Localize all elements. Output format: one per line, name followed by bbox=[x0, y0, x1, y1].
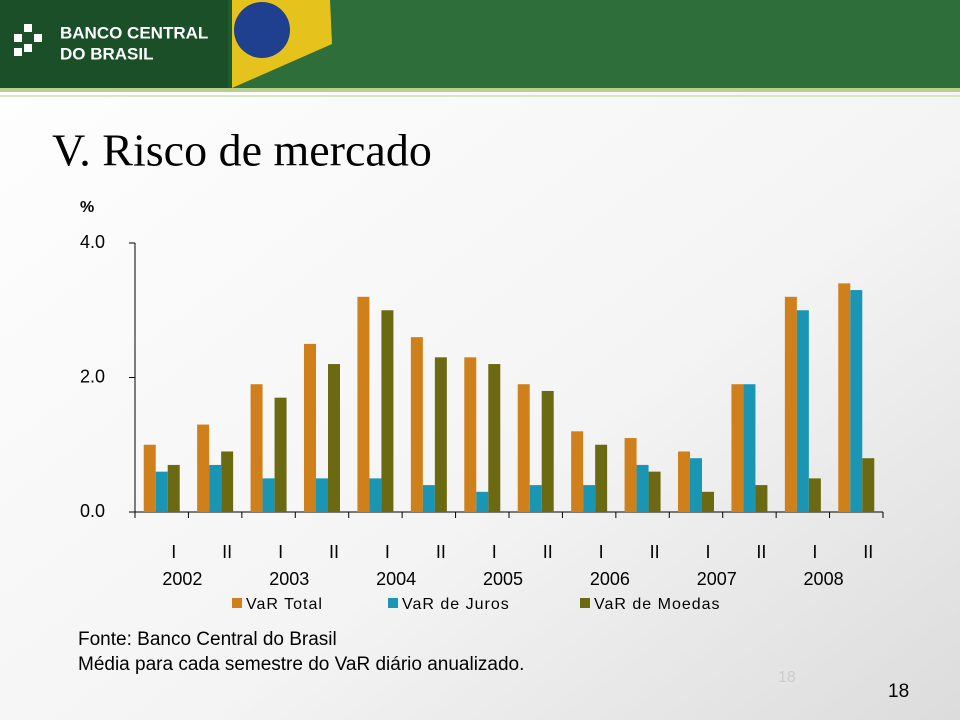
x-tick-label: II bbox=[329, 542, 339, 562]
x-tick-label: II bbox=[222, 542, 232, 562]
page-number-faint: 18 bbox=[778, 669, 796, 686]
legend-swatch bbox=[580, 598, 590, 608]
bar bbox=[262, 478, 275, 512]
bar bbox=[274, 397, 287, 512]
bar bbox=[167, 464, 180, 512]
bar bbox=[796, 310, 809, 512]
bar bbox=[381, 310, 394, 512]
logo-mark bbox=[14, 24, 42, 56]
flag-globe bbox=[234, 2, 290, 58]
bar bbox=[197, 424, 210, 512]
bar bbox=[636, 464, 649, 512]
x-tick-label: I bbox=[812, 542, 817, 562]
bar bbox=[595, 444, 608, 512]
bar bbox=[702, 491, 714, 512]
year-label: 2006 bbox=[590, 569, 630, 589]
logo-text: DO BRASIL bbox=[60, 44, 154, 63]
x-tick-label: I bbox=[278, 542, 283, 562]
bar bbox=[488, 364, 501, 512]
x-tick-label: II bbox=[863, 542, 873, 562]
bar bbox=[328, 364, 340, 512]
bar bbox=[624, 438, 637, 512]
x-tick-label: II bbox=[650, 542, 660, 562]
x-tick-label: II bbox=[543, 542, 553, 562]
bar bbox=[464, 357, 477, 512]
bar bbox=[143, 444, 156, 512]
x-tick-label: I bbox=[599, 542, 604, 562]
header-rule-2 bbox=[0, 95, 960, 97]
bar bbox=[571, 431, 584, 512]
bar bbox=[155, 471, 168, 512]
bar bbox=[583, 485, 596, 512]
bar bbox=[731, 384, 744, 512]
bar bbox=[862, 458, 875, 512]
x-tick-label: I bbox=[171, 542, 176, 562]
x-tick-label: II bbox=[756, 542, 766, 562]
year-label: 2007 bbox=[697, 569, 737, 589]
bar bbox=[476, 491, 489, 512]
bar bbox=[541, 390, 554, 512]
bar bbox=[529, 485, 542, 512]
legend-swatch bbox=[388, 598, 398, 608]
y-tick-label: 2.0 bbox=[80, 366, 105, 386]
legend-label: VaR Total bbox=[246, 596, 323, 613]
bar bbox=[838, 283, 851, 512]
bar bbox=[410, 337, 423, 512]
year-label: 2005 bbox=[483, 569, 523, 589]
legend-label: VaR de Juros bbox=[402, 596, 510, 613]
note: Média para cada semestre do VaR diário a… bbox=[78, 654, 524, 675]
slide-title: V. Risco de mercado bbox=[52, 125, 432, 176]
bar bbox=[221, 451, 234, 512]
bar bbox=[517, 384, 530, 512]
bar bbox=[422, 485, 435, 512]
bar bbox=[434, 357, 447, 512]
header-image bbox=[232, 0, 960, 88]
year-label: 2003 bbox=[269, 569, 309, 589]
bar bbox=[808, 478, 821, 512]
header-rule bbox=[0, 88, 960, 92]
x-tick-label: II bbox=[436, 542, 446, 562]
legend-label: VaR de Moedas bbox=[594, 596, 721, 613]
y-tick-label: 0.0 bbox=[80, 501, 105, 521]
legend-swatch bbox=[232, 598, 242, 608]
page-number: 18 bbox=[888, 681, 909, 702]
year-label: 2008 bbox=[804, 569, 844, 589]
bar bbox=[304, 343, 316, 512]
bar bbox=[690, 458, 702, 512]
bar bbox=[743, 384, 756, 512]
x-tick-label: I bbox=[385, 542, 390, 562]
bar bbox=[316, 478, 328, 512]
bar bbox=[755, 485, 768, 512]
bar bbox=[784, 296, 797, 512]
bar bbox=[369, 478, 382, 512]
bar bbox=[250, 384, 263, 512]
y-unit: % bbox=[80, 199, 94, 216]
y-tick-label: 4.0 bbox=[80, 232, 105, 252]
bar bbox=[357, 296, 370, 512]
bar bbox=[850, 290, 863, 512]
bar bbox=[209, 464, 222, 512]
x-tick-label: I bbox=[705, 542, 710, 562]
logo-text: BANCO CENTRAL bbox=[60, 23, 208, 42]
year-label: 2002 bbox=[162, 569, 202, 589]
logo-panel bbox=[0, 0, 228, 88]
bar bbox=[678, 451, 690, 512]
bar bbox=[648, 471, 661, 512]
x-tick-label: I bbox=[492, 542, 497, 562]
source: Fonte: Banco Central do Brasil bbox=[78, 629, 337, 650]
year-label: 2004 bbox=[376, 569, 416, 589]
